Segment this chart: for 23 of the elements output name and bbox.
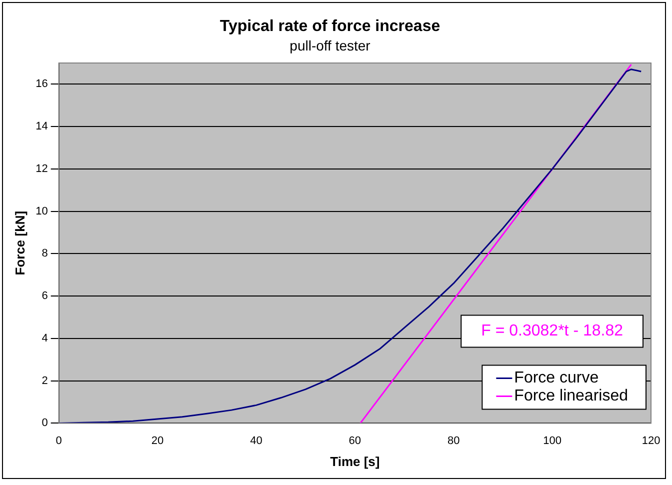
y-tick-label: 10: [36, 205, 48, 218]
y-tick-label: 16: [36, 78, 48, 90]
y-tick-label: 0: [42, 417, 48, 430]
chart-title: Typical rate of force increase: [220, 18, 440, 36]
y-axis-title: Force [kN]: [12, 210, 28, 276]
chart-subtitle: pull-off tester: [290, 37, 371, 54]
x-tick-label: 20: [151, 434, 164, 447]
y-tick-label: 4: [42, 332, 48, 344]
y-tick-label: 8: [42, 248, 48, 260]
y-tick-label: 12: [36, 162, 48, 175]
legend-label: Force curve: [514, 370, 599, 387]
x-tick-label: 100: [543, 434, 562, 447]
x-tick-label: 40: [250, 434, 262, 447]
annotation: F = 0.3082*t - 18.82: [481, 322, 624, 340]
y-tick-label: 6: [42, 290, 48, 302]
y-tick-label: 14: [36, 120, 48, 133]
x-axis-title: Time [s]: [330, 454, 380, 469]
legend-label: Force linearised: [514, 388, 628, 405]
x-tick-label: 120: [642, 434, 660, 447]
x-tick-label: 80: [447, 434, 460, 447]
y-tick-label: 2: [42, 374, 48, 387]
x-tick-label: 0: [56, 434, 62, 447]
x-tick-label: 60: [348, 434, 362, 447]
